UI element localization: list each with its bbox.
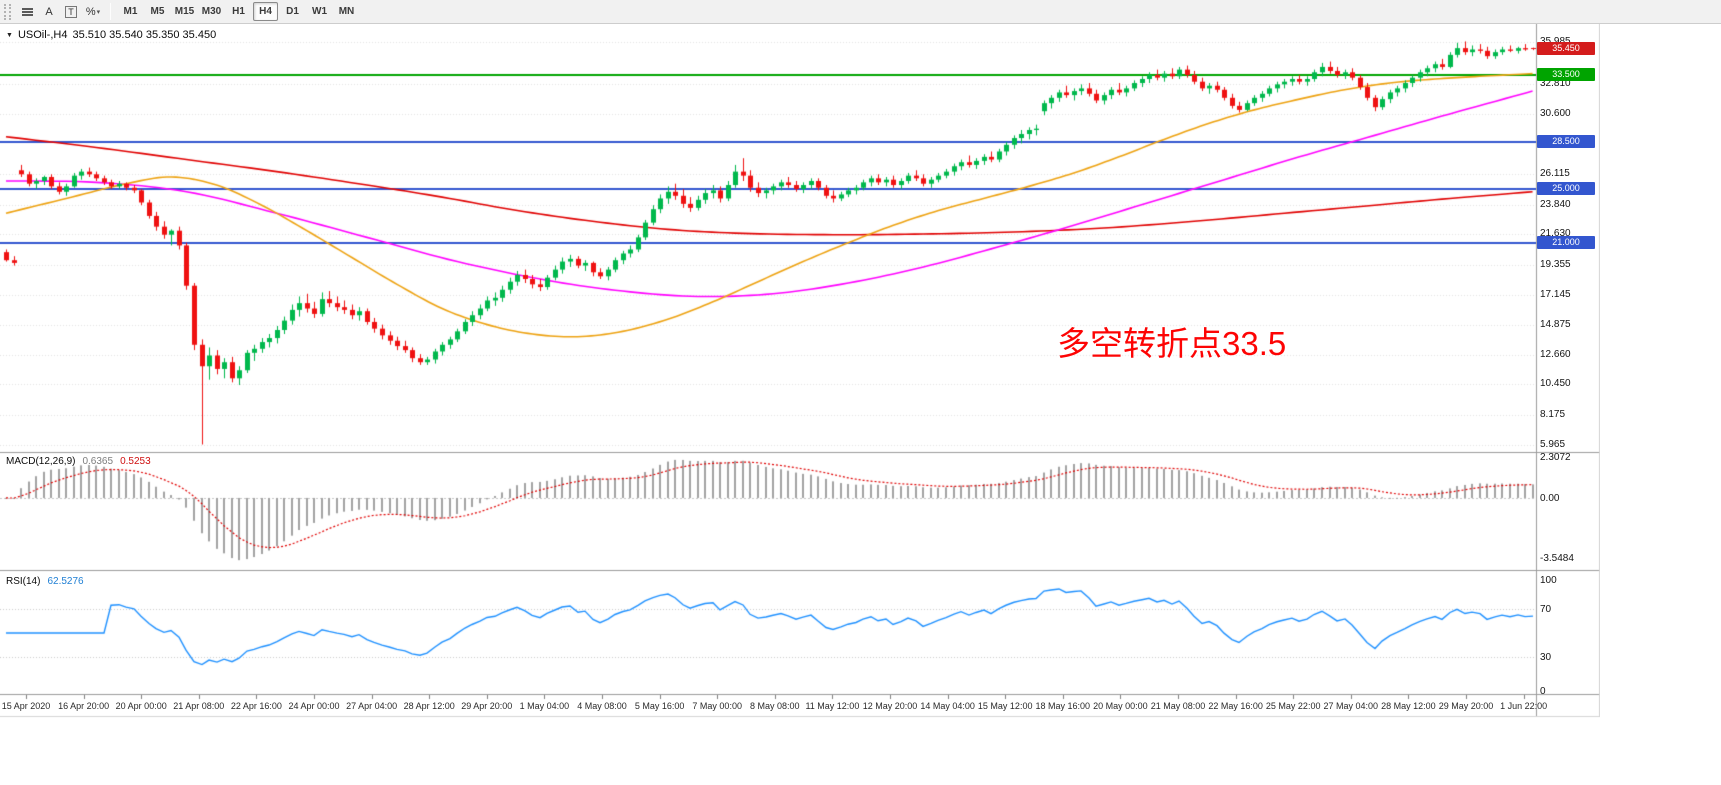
time-axis-label: 16 Apr 20:00 — [58, 701, 110, 711]
macd-name: MACD(12,26,9) — [6, 456, 76, 467]
time-axis-label: 11 May 12:00 — [805, 701, 860, 711]
text-tool-button[interactable]: T — [60, 2, 82, 21]
price-axis-label: 8.175 — [1540, 408, 1566, 420]
tools-group: A T% ▾ — [16, 2, 104, 21]
price-axis-label: 10.450 — [1540, 378, 1571, 390]
time-axis-label: 21 May 08:00 — [1150, 701, 1206, 711]
price-axis-label: 23.840 — [1540, 198, 1571, 210]
price-axis-label: 26.115 — [1540, 168, 1570, 180]
time-axis-label: 12 May 20:00 — [862, 701, 918, 711]
time-axis-label: 4 May 08:00 — [577, 701, 627, 711]
price-level-badge: 25.000 — [1537, 182, 1595, 196]
macd-indicator-label: MACD(12,26,9) 0.6365 0.5253 — [6, 456, 151, 467]
chart-list-button[interactable] — [16, 2, 38, 21]
macd-signal-value: 0.5253 — [120, 456, 151, 467]
time-axis-label: 15 Apr 2020 — [1, 701, 51, 711]
arrow-tool-button[interactable]: A — [38, 2, 60, 21]
time-axis-label: 25 May 22:00 — [1265, 701, 1321, 711]
timeframe-button-w1[interactable]: W1 — [312, 6, 327, 17]
rsi-value: 62.5276 — [47, 576, 84, 587]
time-axis-label: 24 Apr 00:00 — [288, 701, 340, 711]
toolbar-separator — [110, 3, 111, 20]
time-axis-label: 29 May 20:00 — [1438, 701, 1494, 711]
rsi-indicator-label: RSI(14) 62.5276 — [6, 576, 84, 587]
arrow-tool-glyph: A — [45, 5, 53, 18]
price-axis-label: 35.985 — [1540, 36, 1571, 47]
chart-annotation-text: 多空转折点33.5 — [1057, 325, 1287, 362]
price-level-badge: 33.500 — [1537, 67, 1595, 81]
timeframe-button-d1[interactable]: D1 — [286, 6, 299, 17]
time-axis-label: 15 May 12:00 — [977, 701, 1033, 711]
time-axis-label: 20 May 00:00 — [1093, 701, 1148, 711]
price-axis-label: 32.810 — [1540, 78, 1571, 90]
time-axis-label: 8 May 08:00 — [750, 701, 800, 711]
price-axis-label: 21.630 — [1540, 228, 1571, 240]
price-axis-label: 19.355 — [1540, 258, 1571, 270]
time-axis-label: 21 Apr 08:00 — [173, 701, 225, 711]
time-axis-label: 7 May 00:00 — [692, 701, 742, 711]
time-axis-label: 20 Apr 00:00 — [115, 701, 167, 711]
zoom-percent-glyph: % — [85, 5, 96, 18]
timeframe-button-h1[interactable]: H1 — [232, 6, 245, 17]
timeframe-button-mn[interactable]: MN — [338, 6, 355, 17]
price-axis-label: 17.145 — [1540, 288, 1571, 300]
time-axis-label: 1 May 04:00 — [519, 701, 570, 711]
macd-axis-label: 0.00 — [1540, 492, 1560, 504]
time-axis-label: 22 Apr 16:00 — [230, 701, 282, 711]
timeframes-group: M1 M5 M15 M30 H1 H4 D1 W1 MN — [117, 2, 360, 21]
toolbar-drag-handle[interactable] — [4, 3, 11, 20]
time-axis-label: 14 May 04:00 — [920, 701, 975, 711]
time-axis-label: 27 Apr 04:00 — [346, 701, 398, 711]
price-axis-label: 12.660 — [1540, 348, 1571, 360]
time-axis-label: 29 Apr 20:00 — [461, 701, 513, 711]
quick-trade-caret-icon[interactable]: ▼ — [6, 31, 13, 39]
price-level-badge: 21.000 — [1537, 235, 1595, 249]
chevron-down-icon: ▾ — [96, 8, 101, 16]
macd-axis-label: 2.3072 — [1540, 452, 1571, 463]
price-axis-label: 14.875 — [1540, 318, 1571, 330]
timeframe-button-m1[interactable]: M1 — [123, 6, 138, 17]
main-toolbar: A T% ▾ M1 M5 M15 M30 H1 H4 D1 W1 MN — [0, 0, 1721, 24]
price-axis-label: 30.600 — [1540, 107, 1571, 119]
price-axis-label: 5.965 — [1540, 438, 1566, 450]
time-axis-label: 27 May 04:00 — [1323, 701, 1379, 711]
ohlc-values: 35.510 35.540 35.350 35.450 — [72, 29, 217, 41]
text-box-icon: T — [65, 5, 77, 18]
price-chart-canvas[interactable] — [0, 24, 1600, 718]
rsi-axis-label: 0 — [1540, 686, 1546, 697]
timeframe-button-m15[interactable]: M15 — [174, 6, 195, 17]
time-axis-label: 5 May 16:00 — [634, 701, 685, 711]
timeframe-button-h4[interactable]: H4 — [253, 2, 278, 21]
timeframe-button-m30[interactable]: M30 — [201, 6, 222, 17]
time-axis-label: 18 May 16:00 — [1035, 701, 1091, 711]
timeframe-button-m5[interactable]: M5 — [150, 6, 165, 17]
rsi-axis-label: 100 — [1540, 575, 1557, 586]
time-axis-label: 1 Jun 22:00 — [1500, 701, 1548, 711]
time-axis-label: 22 May 16:00 — [1208, 701, 1263, 711]
rsi-axis-label: 70 — [1540, 604, 1552, 616]
time-axis-label: 28 Apr 12:00 — [403, 701, 455, 711]
macd-axis-label: -3.5484 — [1540, 553, 1574, 564]
symbol-ohlc-line: ▼ USOil-,H4 35.510 35.540 35.350 35.450 — [6, 29, 216, 41]
current-price-badge: 35.450 — [1537, 41, 1595, 55]
time-axis-label: 28 May 12:00 — [1381, 701, 1436, 711]
rsi-name: RSI(14) — [6, 576, 41, 587]
price-level-badge: 28.500 — [1537, 135, 1595, 149]
zoom-percent-button[interactable]: % ▾ — [82, 2, 104, 21]
macd-main-value: 0.6365 — [82, 456, 114, 467]
rsi-axis-label: 30 — [1540, 651, 1552, 663]
symbol-period-label: USOil-,H4 — [17, 29, 68, 41]
bars-icon — [21, 7, 33, 10]
